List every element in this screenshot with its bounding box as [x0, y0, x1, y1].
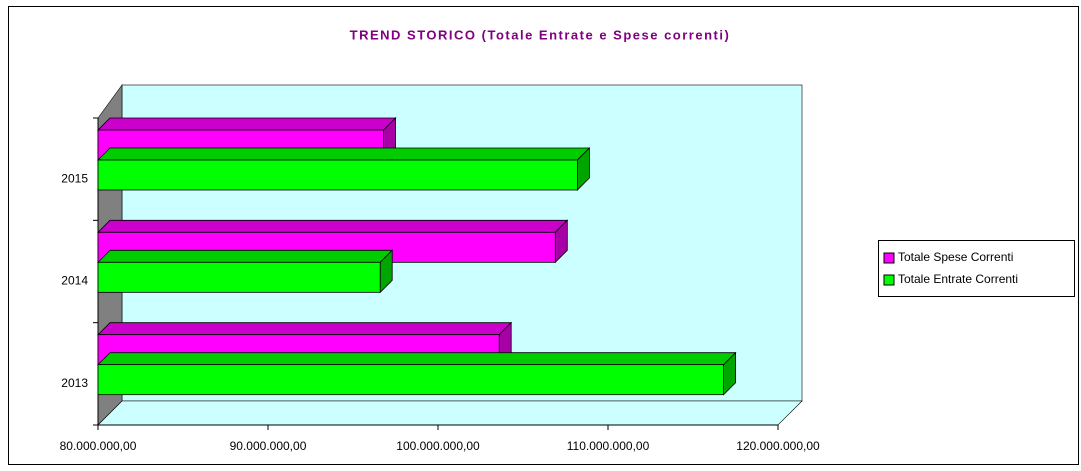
- legend-label: Totale Entrate Correnti: [898, 272, 1018, 286]
- bar-top: [97, 322, 513, 336]
- chart-title: TREND STORICO (Totale Entrate e Spese co…: [350, 27, 731, 42]
- x-tick-label: 90.000.000,00: [230, 439, 307, 453]
- bar: [97, 261, 381, 293]
- legend: [878, 240, 1075, 297]
- floor: [97, 400, 803, 426]
- x-tick-label: 110.000.000,00: [567, 439, 650, 453]
- legend-marker: [883, 252, 895, 264]
- bar-top: [97, 219, 569, 233]
- y-tick-label: 2014: [61, 274, 88, 288]
- bar: [97, 159, 578, 191]
- x-tick-label: 100.000.000,00: [396, 439, 480, 453]
- bar-top: [97, 249, 394, 263]
- x-tick-label: 80.000.000,00: [60, 439, 137, 453]
- y-tick-label: 2013: [61, 376, 88, 390]
- bar-top: [97, 117, 397, 131]
- x-tick-label: 120.000.000,00: [736, 439, 820, 453]
- bar-top: [97, 147, 591, 161]
- y-tick-label: 2015: [61, 171, 88, 185]
- legend-marker: [883, 274, 895, 286]
- legend-label: Totale Spese Correnti: [898, 250, 1013, 264]
- bar-top: [97, 352, 737, 366]
- bar: [97, 364, 724, 396]
